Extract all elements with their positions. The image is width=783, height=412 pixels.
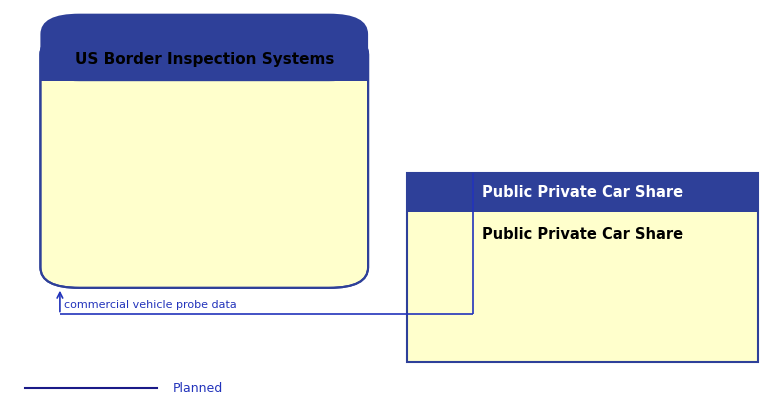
FancyBboxPatch shape (41, 34, 368, 288)
Text: commercial vehicle probe data: commercial vehicle probe data (63, 300, 236, 309)
Text: US Border Inspection Systems: US Border Inspection Systems (74, 52, 334, 67)
Bar (41, 55, 368, 81)
FancyBboxPatch shape (41, 14, 368, 81)
Bar (407, 173, 758, 212)
Text: Planned: Planned (173, 382, 223, 395)
Text: Public Private Car Share: Public Private Car Share (482, 227, 684, 242)
Text: Public Private Car Share: Public Private Car Share (482, 185, 684, 200)
Bar (407, 173, 758, 361)
